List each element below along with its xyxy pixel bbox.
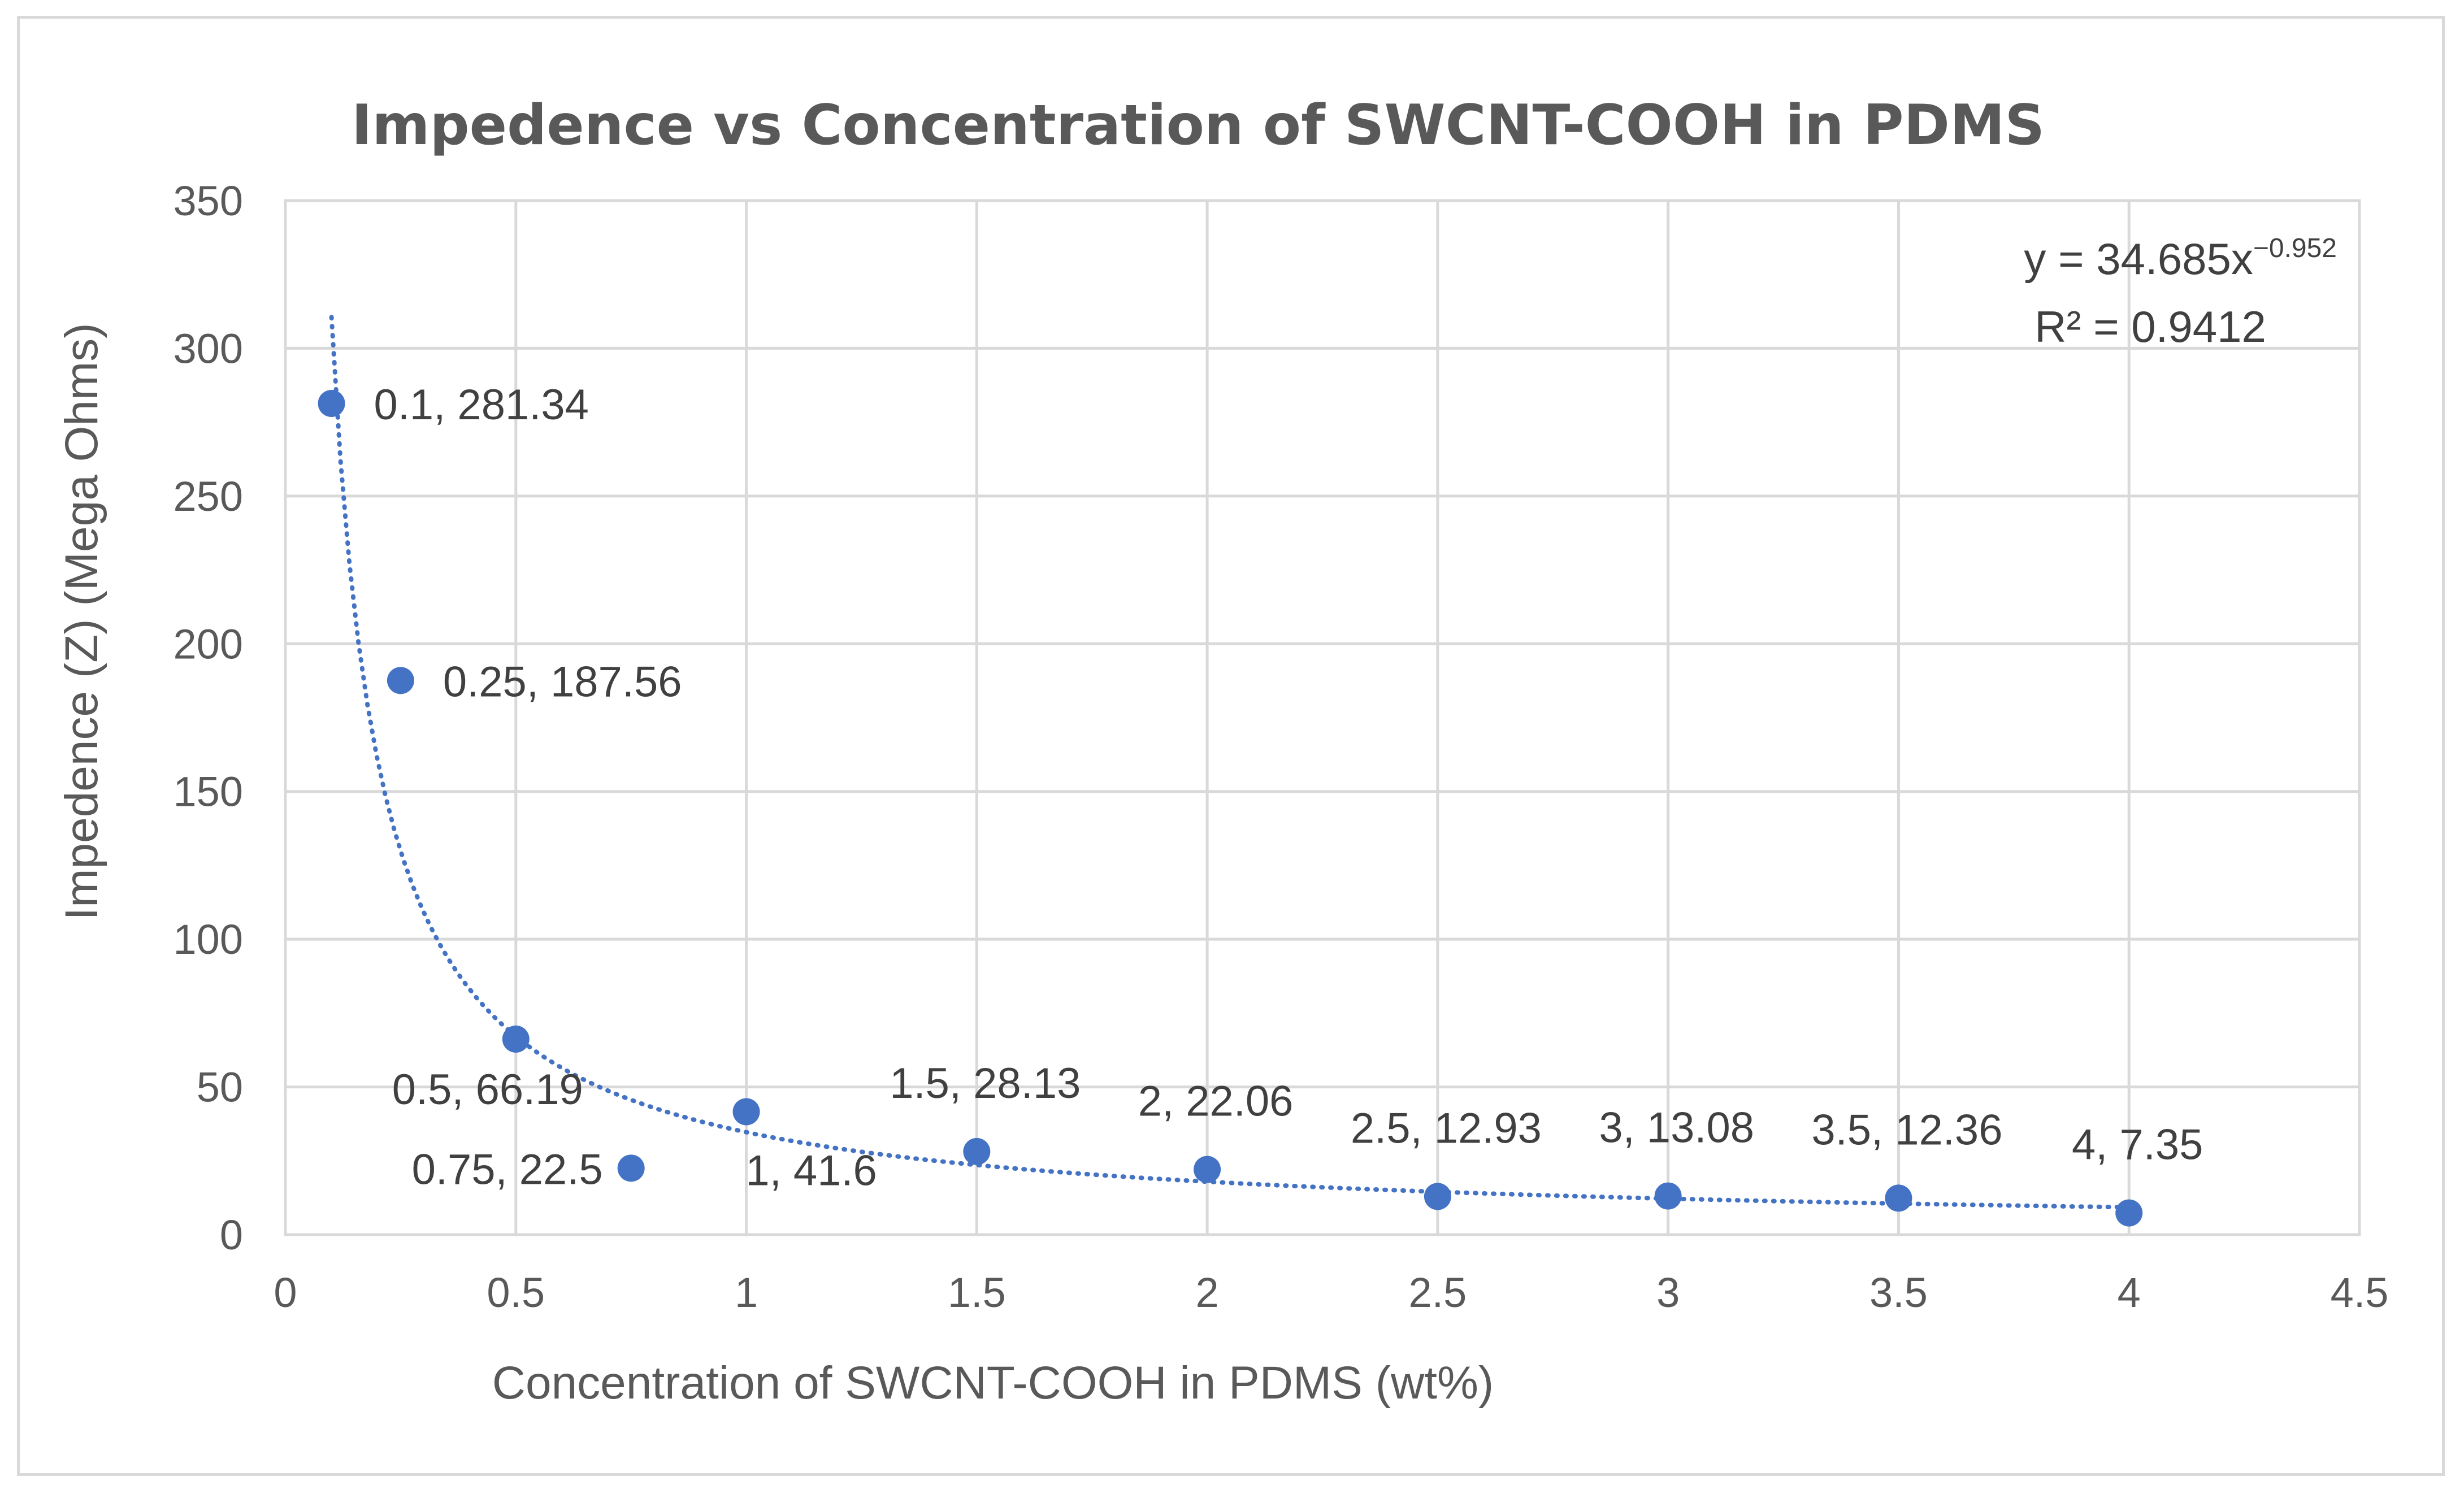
data-point (318, 389, 345, 417)
trendline-equation: y = 34.685x−0.952 R² = 0.9412 (2024, 233, 2337, 351)
x-tick-label: 1 (735, 1269, 758, 1316)
data-point (963, 1137, 991, 1165)
y-tick-label: 300 (173, 325, 243, 372)
trendline (329, 315, 2132, 1210)
r-squared-text: R² = 0.9412 (2034, 302, 2266, 351)
x-tick-label: 1.5 (948, 1269, 1006, 1316)
y-tick-label: 150 (173, 768, 243, 815)
data-label: 0.75, 22.5 (412, 1145, 603, 1193)
data-labels: 0.1, 281.34 0.25, 187.56 0.5, 66.19 0.75, 2… (374, 381, 2203, 1195)
y-tick-label: 50 (197, 1064, 243, 1111)
data-label: 3.5, 12.36 (1811, 1106, 2002, 1154)
equation-exponent: −0.952 (2253, 233, 2337, 263)
data-label: 2.5, 12.93 (1351, 1104, 1542, 1152)
gridlines (284, 199, 2361, 1236)
data-label: 1, 41.6 (745, 1146, 877, 1195)
data-point (732, 1098, 760, 1126)
y-tick-label: 200 (173, 620, 243, 667)
x-tick-label: 2.5 (1408, 1269, 1467, 1316)
data-label: 1.5, 28.13 (890, 1059, 1081, 1108)
data-point (1654, 1182, 1682, 1210)
x-tick-label: 4 (2118, 1269, 2141, 1316)
x-axis-title: Concentration of SWCNT-COOH in PDMS (wt%… (492, 1357, 1494, 1409)
x-tick-label: 3 (1656, 1269, 1680, 1316)
y-tick-label: 100 (173, 916, 243, 963)
x-tick-label: 4.5 (2331, 1269, 2389, 1316)
data-point (1885, 1184, 1912, 1212)
data-points (318, 389, 2143, 1227)
data-label: 2, 22.06 (1138, 1078, 1294, 1126)
equation-prefix: y = 34.685x (2024, 234, 2253, 284)
data-point (502, 1025, 530, 1053)
x-tick-label: 0.5 (487, 1269, 545, 1316)
data-label: 0.1, 281.34 (374, 381, 589, 429)
data-label: 0.25, 187.56 (443, 658, 682, 706)
y-axis-title: Impedence (Z) (Mega Ohms) (56, 323, 107, 920)
y-tick-label: 350 (173, 177, 243, 224)
data-label: 0.5, 66.19 (392, 1066, 583, 1114)
x-tick-label: 0 (274, 1269, 297, 1316)
data-label: 3, 13.08 (1599, 1104, 1754, 1152)
data-point (617, 1154, 645, 1182)
chart-area (17, 16, 2445, 1476)
data-point (2115, 1199, 2143, 1227)
x-tick-label: 3.5 (1869, 1269, 1928, 1316)
data-label: 4, 7.35 (2072, 1121, 2203, 1169)
plot-area (284, 199, 2361, 1236)
y-tick-label: 250 (173, 473, 243, 520)
data-point (387, 667, 414, 694)
data-point (1194, 1156, 1221, 1183)
y-tick-labels: 0 50 100 150 200 250 300 350 (173, 177, 243, 1258)
x-tick-label: 2 (1196, 1269, 1219, 1316)
trendline-equation-text: y = 34.685x−0.952 (2024, 233, 2337, 284)
chart-title: Impedence vs Concentration of SWCNT-COOH… (352, 93, 2045, 158)
x-tick-labels: 0 0.5 1 1.5 2 2.5 3 3.5 4 4.5 (274, 1269, 2388, 1316)
y-tick-label: 0 (220, 1211, 243, 1258)
data-point (1424, 1183, 1451, 1210)
